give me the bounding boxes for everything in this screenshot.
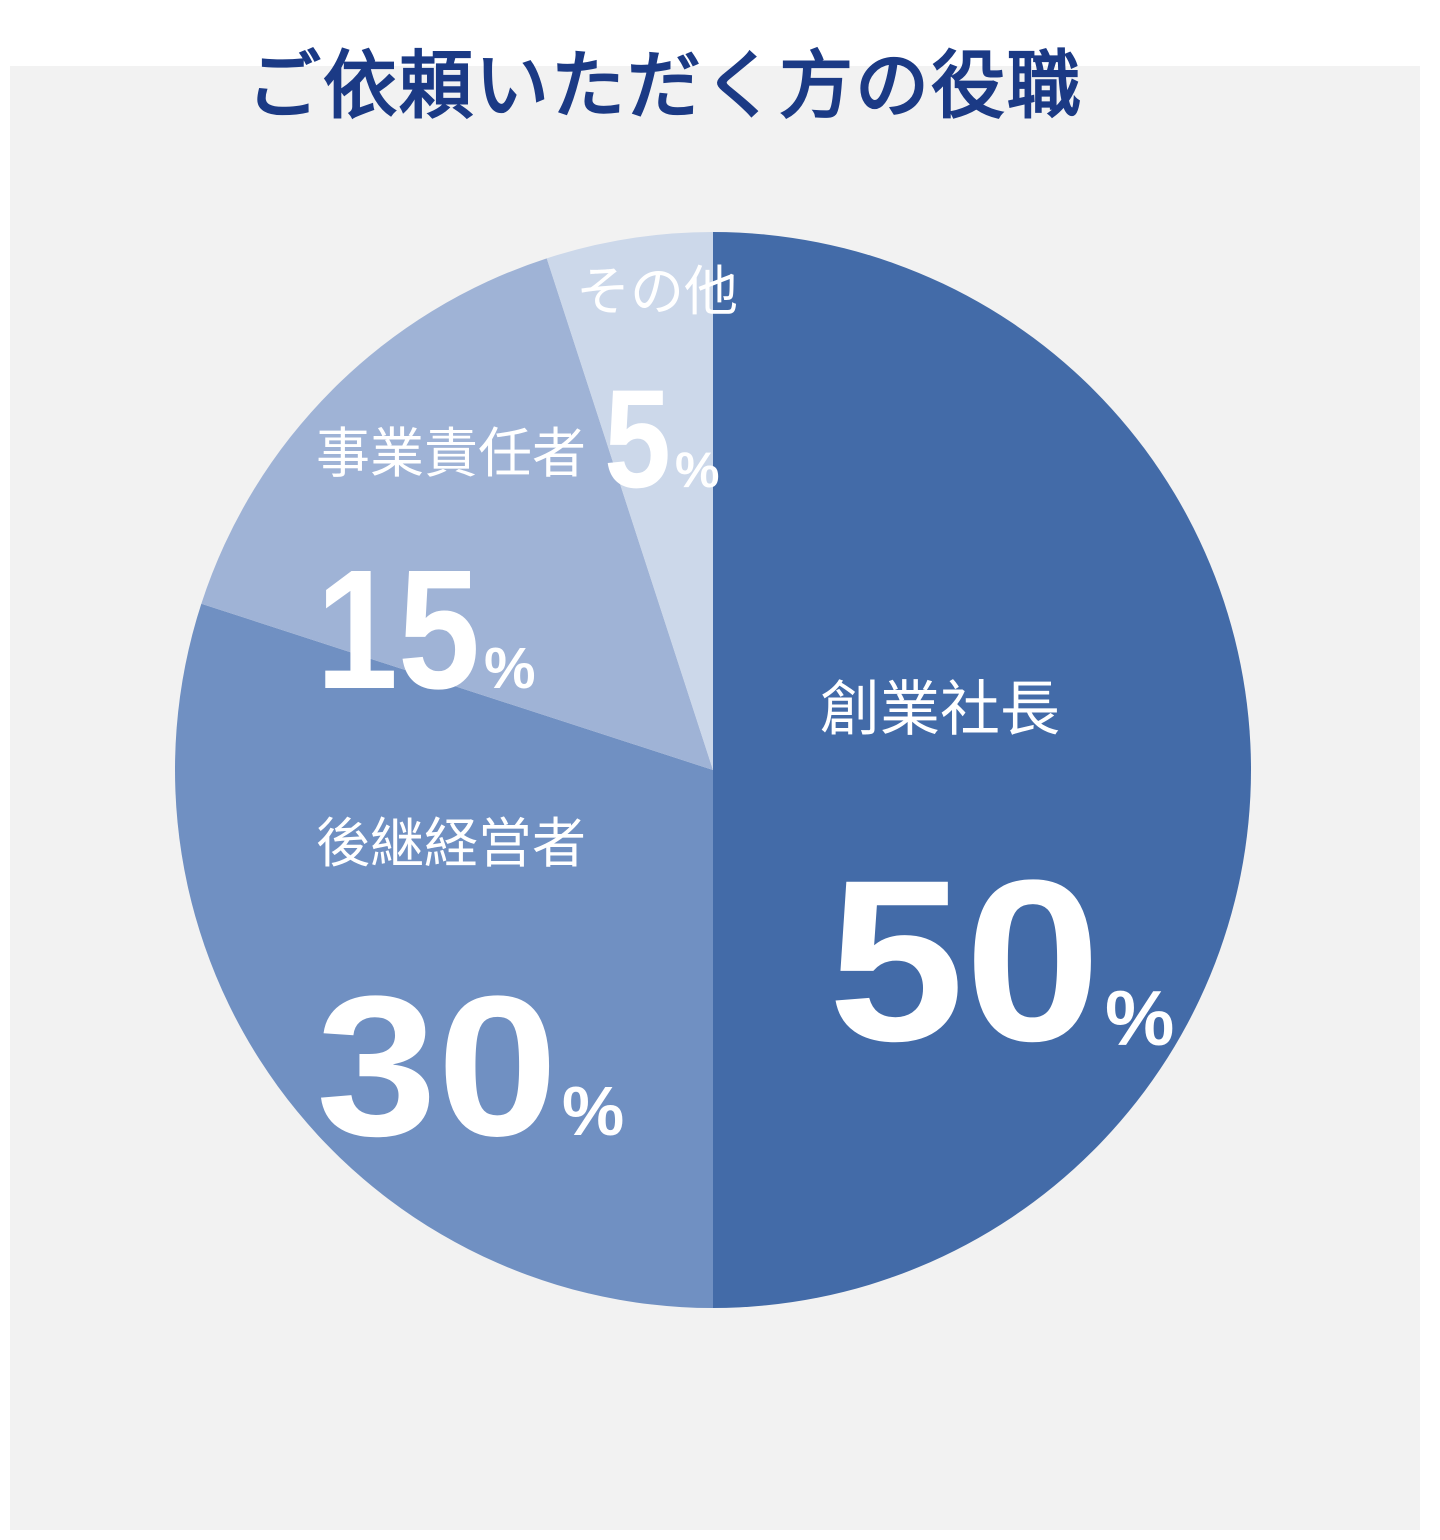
slice-label-2: 後継経営者: [316, 812, 586, 875]
pie-labels: 創業社長 50 % 後継経営者 30 % 事業責任者 15 % その他 5%: [316, 260, 1174, 1178]
slice-unit-2: %: [562, 1072, 624, 1150]
pie-slice-3: [201, 258, 713, 770]
slice-value-3: 15: [316, 535, 480, 725]
chart-title: ご依頼いただく方の役職: [247, 43, 1083, 129]
slice-label-1: 創業社長: [820, 675, 1060, 745]
slice-value-4: 5: [604, 360, 671, 517]
slice-unit-4: %: [675, 442, 719, 498]
pie-slice-2: [174, 603, 714, 1308]
slice-value-1: 50: [828, 832, 1101, 1089]
slice-unit-3: %: [484, 636, 536, 701]
pie-slice-4: [546, 232, 713, 770]
slice-label-3: 事業責任者: [316, 422, 586, 485]
slice-value-2: 30: [316, 955, 558, 1178]
slice-unit-1: %: [1105, 974, 1174, 1062]
pie-slices: [174, 232, 1251, 1308]
pie-slice-1: [713, 232, 1251, 1308]
slice-label-4: その他: [576, 260, 738, 323]
